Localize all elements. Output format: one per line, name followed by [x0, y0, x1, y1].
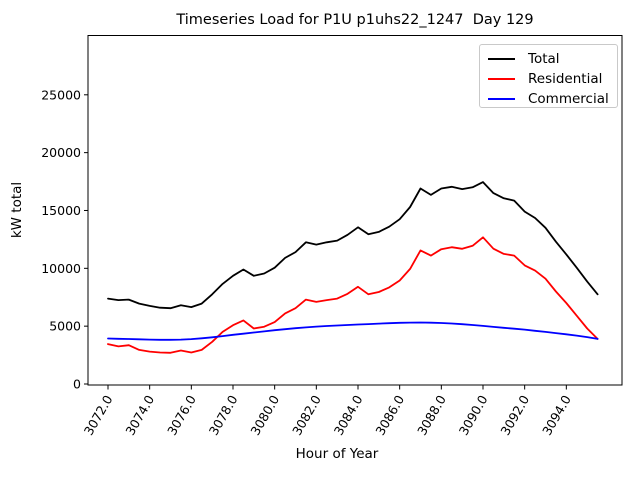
y-tick-label: 5000	[49, 319, 81, 334]
legend-entry-residential: Residential	[480, 69, 617, 89]
x-tick-label: 3078.0	[206, 392, 241, 437]
x-tick-label: 3080.0	[247, 392, 282, 437]
series-line-total	[107, 181, 599, 310]
legend-line-sample	[488, 78, 515, 80]
x-tick-label: 3074.0	[122, 392, 157, 437]
x-tick-label: 3072.0	[81, 392, 116, 437]
legend: Total Residential Commercial	[479, 44, 618, 108]
legend-label: Residential	[528, 71, 603, 87]
legend-entry-commercial: Commercial	[480, 89, 617, 109]
legend-entry-total: Total	[480, 49, 617, 69]
x-tick-label: 3090.0	[456, 392, 491, 437]
y-tick-label: 25000	[41, 87, 81, 102]
chart-title: Timeseries Load for P1U p1uhs22_1247 Day…	[176, 12, 534, 28]
y-axis-label: kW total	[9, 181, 25, 239]
series-line-commercial	[107, 321, 599, 341]
series-line-residential	[107, 236, 599, 354]
x-tick-label: 3092.0	[497, 392, 532, 437]
legend-label: Total	[528, 51, 560, 67]
y-tick-label: 15000	[41, 203, 81, 218]
x-tick-label: 3082.0	[289, 392, 324, 437]
legend-label: Commercial	[528, 91, 609, 107]
y-tick-label: 0	[73, 377, 81, 392]
x-axis-label: Hour of Year	[295, 446, 379, 462]
y-tick-label: 20000	[41, 145, 81, 160]
x-tick-label: 3088.0	[414, 392, 449, 437]
x-tick-label: 3084.0	[331, 392, 366, 437]
x-tick-label: 3086.0	[372, 392, 407, 437]
x-tick-label: 3094.0	[539, 392, 574, 437]
x-tick-label: 3076.0	[164, 392, 199, 437]
y-tick-label: 10000	[41, 261, 81, 276]
legend-line-sample	[488, 58, 515, 60]
legend-line-sample	[488, 98, 515, 100]
